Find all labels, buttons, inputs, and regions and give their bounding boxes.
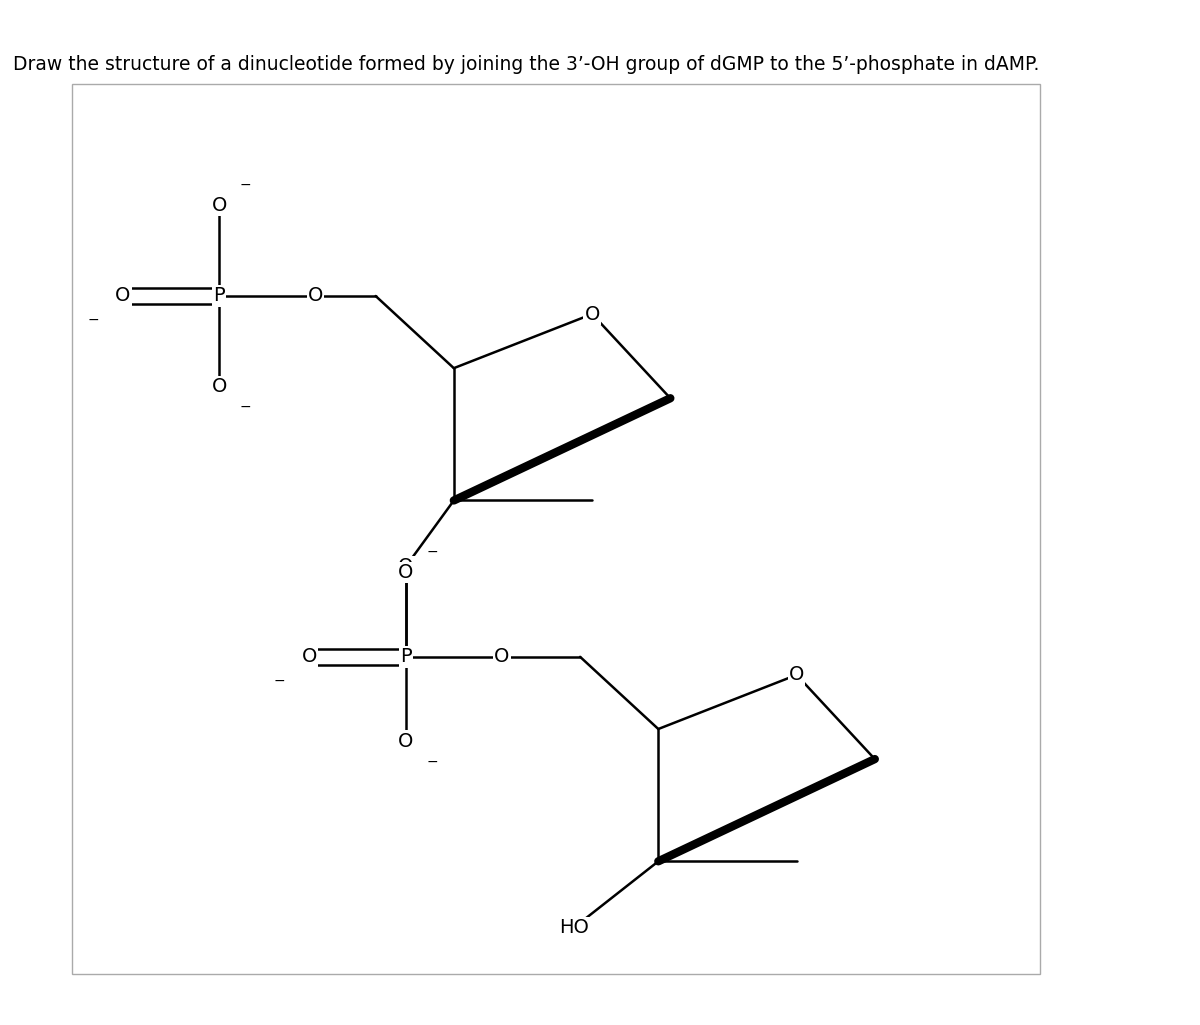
Text: O: O [398,732,414,750]
Text: O: O [302,648,317,666]
Text: HO: HO [559,918,589,937]
Text: O: O [308,287,323,305]
Text: O: O [211,196,227,215]
Text: O: O [494,648,510,666]
Text: Draw the structure of a dinucleotide formed by joining the 3’-OH group of dGMP t: Draw the structure of a dinucleotide for… [13,55,1039,75]
Text: −: − [426,545,438,560]
Text: P: P [214,287,226,305]
Text: O: O [398,563,414,582]
Text: O: O [788,665,804,685]
Text: −: − [240,400,252,414]
Text: O: O [115,287,131,305]
Text: O: O [398,558,414,576]
Text: −: − [426,754,438,769]
Text: O: O [211,377,227,396]
FancyBboxPatch shape [72,84,1040,975]
Text: O: O [584,304,600,324]
Text: −: − [88,313,98,327]
Text: −: − [240,178,252,193]
Text: P: P [400,648,412,666]
Text: −: − [274,673,286,688]
